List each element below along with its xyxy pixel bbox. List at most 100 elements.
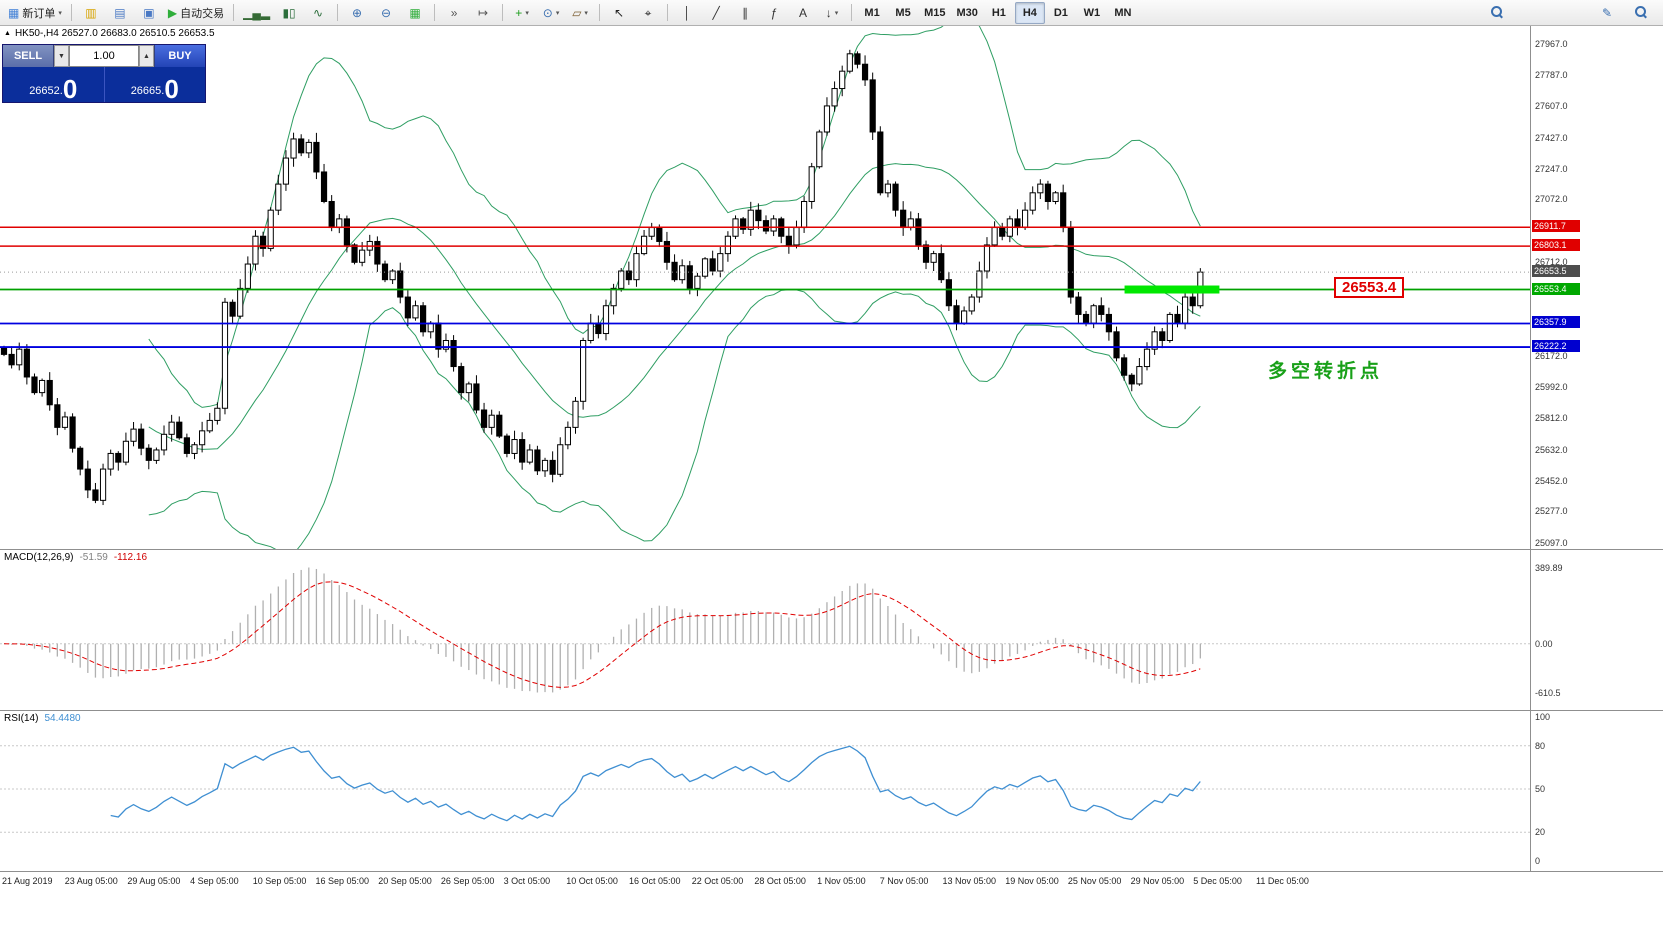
price-chart[interactable]: ▲ HK50-,H4 26527.0 26683.0 26510.5 26653… [0, 26, 1530, 549]
volume-decrease-button[interactable]: ▼ [54, 45, 69, 67]
new-order-button-label: 新订单 [22, 7, 56, 20]
tf-m1[interactable]: M1 [857, 2, 887, 24]
text-icon: A [799, 5, 808, 20]
time-label: 21 Aug 2019 [2, 876, 53, 886]
line-chart-icon[interactable]: ∿ [304, 2, 332, 24]
macd-chart[interactable]: MACD(12,26,9) -51.59 -112.16 [0, 550, 1530, 710]
bar-chart-icon-icon: ▁▄▂ [243, 5, 271, 20]
tf-m30-label: M30 [956, 6, 978, 19]
axis-label: 0 [1535, 856, 1541, 866]
auto-scroll-icon[interactable]: » [440, 2, 468, 24]
tf-h4[interactable]: H4 [1014, 1, 1045, 24]
indicators-add-icon: + [515, 5, 523, 20]
fibonacci-icon: ƒ [770, 5, 778, 20]
toolbar-separator [233, 4, 235, 21]
time-label: 16 Oct 05:00 [629, 876, 681, 886]
caret-down-icon: ▾ [58, 9, 62, 17]
toolbar-separator [667, 4, 669, 21]
tf-m30[interactable]: M30 [951, 2, 982, 24]
sell-button[interactable]: SELL [3, 45, 54, 67]
caret-down-icon: ▾ [555, 9, 560, 17]
zoom-out-icon[interactable]: ⊖ [372, 2, 400, 24]
axis-label: 80 [1535, 740, 1546, 751]
search-button[interactable] [1483, 2, 1511, 24]
volume-increase-button[interactable]: ▲ [139, 45, 154, 67]
tf-w1[interactable]: W1 [1077, 2, 1107, 24]
sell-price-small: 26652. [29, 85, 63, 97]
axis-label: 26653.5 [1532, 265, 1580, 278]
rsi-name: RSI(14) [4, 713, 39, 724]
buy-button[interactable]: BUY [154, 45, 205, 67]
channel-tool[interactable]: ∥ [731, 2, 759, 24]
edit-note-button[interactable]: ✎ [1593, 2, 1621, 24]
time-label: 29 Nov 05:00 [1130, 876, 1185, 886]
bar-chart-icon[interactable]: ▁▄▂ [239, 2, 274, 24]
axis-label: 389.89 [1535, 562, 1563, 573]
macd-axis[interactable]: 389.89 0.00 -610.5 [1530, 550, 1662, 710]
turning-point-annotation[interactable]: 多空转折点 [1268, 361, 1384, 382]
macd-name: MACD(12,26,9) [4, 552, 74, 563]
rsi-axis[interactable]: 100 80 50 20 0 [1530, 711, 1662, 871]
time-label: 1 Nov 05:00 [817, 876, 866, 886]
trendline-tool[interactable]: ╱ [702, 2, 730, 24]
tile-windows-icon[interactable]: ▦ [401, 2, 429, 24]
tf-m15[interactable]: M15 [919, 2, 950, 24]
axis-label: 27427.0 [1535, 132, 1568, 143]
candlestick-chart-icon[interactable]: ▮▯ [275, 2, 303, 24]
arrows-tool[interactable]: ↓ ▾ [818, 2, 846, 24]
caret-down-icon: ▾ [834, 9, 839, 17]
vertical-line-icon: │ [683, 5, 691, 20]
chart-shift-icon[interactable]: ↦ [469, 2, 497, 24]
volume-input[interactable] [69, 45, 139, 67]
time-axis[interactable]: 21 Aug 2019 23 Aug 05:00 29 Aug 05:00 4 Sep… [0, 871, 1663, 891]
toolbar-buttons: ▦ 新订单 ▾ ▥ ▤ ▣ ▶ 自动交易 ▁▄▂ ▮▯ ∿ ⊕ ⊖ ▦» ↦ + ▾ ⊙ ▾ ▱ ▾ ↖ ⌖ │ ╱ ∥ ƒ A ↓ ▾ M… [4, 1, 1138, 24]
navigator-icon-icon: ▤ [114, 5, 126, 20]
one-click-trading-panel: SELL ▼ ▲ BUY 26652. 0 26665. 0 [2, 44, 206, 103]
price-chart-svg [0, 26, 1530, 549]
zoom-in-icon[interactable]: ⊕ [343, 2, 371, 24]
cursor-icon: ↖ [614, 5, 625, 20]
axis-label: 25632.0 [1535, 444, 1568, 455]
navigator-icon[interactable]: ▤ [106, 2, 134, 24]
axis-label: 25097.0 [1535, 537, 1568, 548]
search-panel-button[interactable] [1627, 2, 1655, 24]
sell-price-big: 0 [62, 73, 78, 104]
crosshair-button[interactable]: ⌖ [634, 2, 662, 24]
cursor-button[interactable]: ↖ [605, 2, 633, 24]
time-label: 11 Dec 05:00 [1256, 876, 1309, 886]
buy-price[interactable]: 26665. 0 [103, 67, 206, 102]
toolbar-separator [434, 4, 436, 21]
zoom-in-icon-icon: ⊕ [352, 5, 363, 20]
fibonacci-tool[interactable]: ƒ [760, 2, 788, 24]
tf-h1[interactable]: H1 [984, 2, 1014, 24]
tf-mn[interactable]: MN [1108, 2, 1138, 24]
axis-label: 26172.0 [1535, 350, 1568, 361]
axis-label: 20 [1535, 827, 1546, 838]
indicators-add-button[interactable]: + ▾ [508, 2, 536, 24]
period-cycles-button[interactable]: ⊙ ▾ [537, 2, 565, 24]
axis-label: 26357.9 [1532, 316, 1580, 329]
buy-price-small: 26665. [130, 85, 165, 97]
terminal-icon[interactable]: ▣ [135, 2, 163, 24]
time-label: 10 Sep 05:00 [252, 876, 307, 886]
templates-button[interactable]: ▱ ▾ [566, 2, 594, 24]
axis-label: 26803.1 [1532, 239, 1580, 252]
period-cycles-icon: ⊙ [542, 5, 553, 20]
rsi-chart[interactable]: RSI(14) 54.4480 [0, 711, 1530, 871]
text-tool[interactable]: A [789, 2, 817, 24]
tf-m5[interactable]: M5 [888, 2, 918, 24]
auto-trading-button[interactable]: ▶ 自动交易 [164, 2, 228, 24]
market-watch-icon[interactable]: ▥ [77, 2, 105, 24]
price-axis[interactable]: 27967.0 27787.0 27607.0 27427.0 27247.0 27072… [1530, 26, 1662, 549]
toolbar-separator [70, 4, 72, 21]
axis-label: 50 [1535, 784, 1546, 794]
symbol-marker-icon: ▲ [4, 30, 11, 37]
vertical-line-tool[interactable]: │ [673, 2, 701, 24]
new-order-button[interactable]: ▦ 新订单 ▾ [4, 2, 66, 24]
tf-d1[interactable]: D1 [1046, 2, 1076, 24]
toolbar-separator [851, 4, 853, 21]
price-callout[interactable]: 26553.4 [1334, 276, 1405, 298]
sell-price[interactable]: 26652. 0 [3, 67, 104, 102]
caret-down-icon: ▾ [525, 9, 529, 17]
terminal-icon-icon: ▣ [143, 5, 155, 20]
